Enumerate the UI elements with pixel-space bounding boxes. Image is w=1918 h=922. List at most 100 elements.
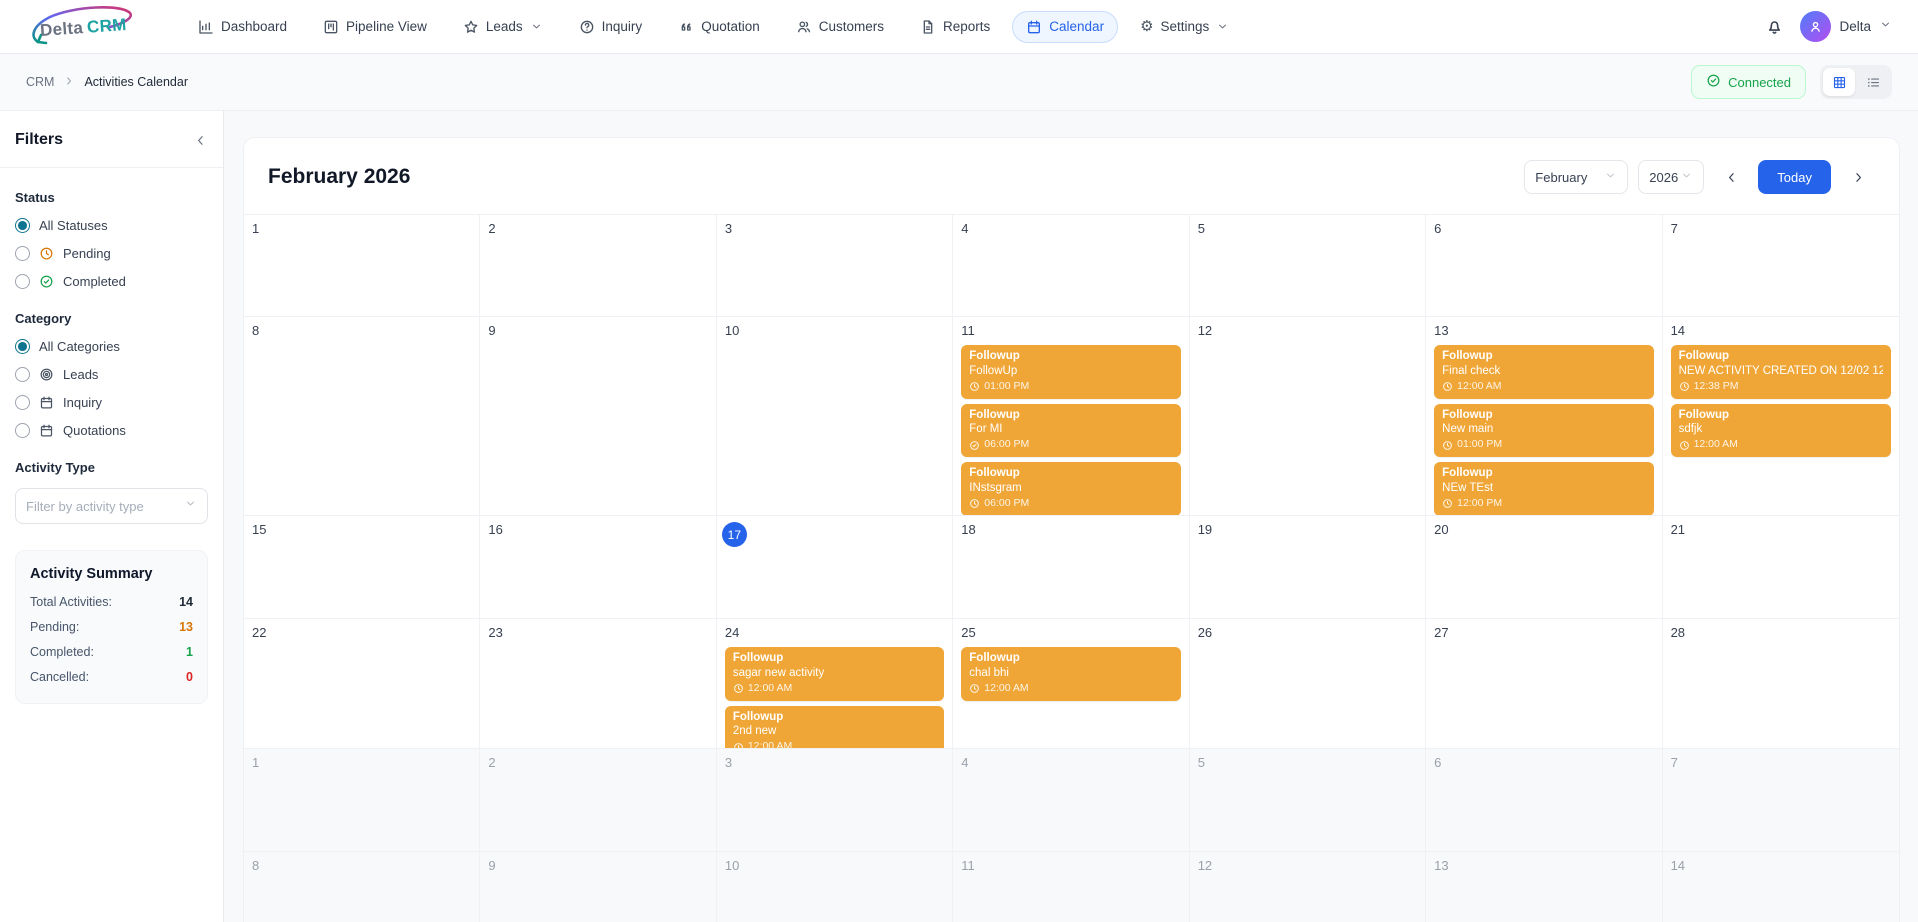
day-cell-23[interactable]: 23 [480, 619, 717, 749]
day-cell-26[interactable]: 26 [1189, 619, 1427, 749]
calendar-event[interactable]: Followup NEW ACTIVITY CREATED ON 12/02 12… [1670, 345, 1891, 399]
nav-item-inquiry[interactable]: Inquiry [565, 11, 657, 43]
list-view-button[interactable] [1857, 68, 1889, 96]
today-button[interactable]: Today [1758, 160, 1831, 194]
filter-option-quotations[interactable]: Quotations [15, 423, 208, 438]
user-menu[interactable]: Delta [1800, 11, 1892, 42]
day-cell-9[interactable]: 9 [480, 317, 717, 516]
day-cell-5-next[interactable]: 5 [1189, 749, 1427, 852]
date-number: 20 [1434, 522, 1449, 537]
day-cell-13[interactable]: 13 Followup Final check 12:00 AM Followup New… [1426, 317, 1663, 516]
grid-view-button[interactable] [1823, 68, 1855, 96]
day-cell-11-next[interactable]: 11 [953, 852, 1190, 922]
day-cell-19[interactable]: 19 [1189, 516, 1427, 619]
day-cell-6-next[interactable]: 6 [1426, 749, 1663, 852]
day-cell-2-next[interactable]: 2 [480, 749, 717, 852]
nav-item-quotation[interactable]: Quotation [664, 11, 774, 43]
day-cell-27[interactable]: 27 [1426, 619, 1663, 749]
nav-right: Delta [1765, 11, 1892, 42]
filter-option-all-categories[interactable]: All Categories [15, 339, 208, 354]
calendar-event[interactable]: Followup chal bhi 12:00 AM [961, 647, 1181, 701]
help-circle-icon [580, 20, 593, 33]
radio-button [15, 395, 30, 410]
day-cell-10[interactable]: 10 [716, 317, 954, 516]
day-cell-11[interactable]: 11 Followup FollowUp 01:00 PM Followup For MI… [953, 317, 1190, 516]
filter-option-leads[interactable]: Leads [15, 367, 208, 382]
day-cell-8-next[interactable]: 8 [244, 852, 481, 922]
nav-item-customers[interactable]: Customers [782, 11, 898, 43]
day-cell-9-next[interactable]: 9 [480, 852, 717, 922]
calendar-icon [1028, 20, 1041, 33]
day-cell-24[interactable]: 24 Followup sagar new activity 12:00 AM Foll… [716, 619, 954, 749]
day-cell-20[interactable]: 20 [1426, 516, 1663, 619]
day-cell-3[interactable]: 3 [716, 215, 954, 317]
radio-button [15, 367, 30, 382]
day-cell-10-next[interactable]: 10 [716, 852, 954, 922]
day-cell-3-next[interactable]: 3 [716, 749, 954, 852]
day-cell-13-next[interactable]: 13 [1426, 852, 1663, 922]
filter-option-pending[interactable]: Pending [15, 246, 208, 261]
nav-item-settings[interactable]: ⚙ Settings [1126, 11, 1243, 42]
day-cell-1[interactable]: 1 [244, 215, 481, 317]
kanban-icon [324, 20, 338, 33]
target-icon [40, 368, 53, 381]
filters-sidebar: Filters Status All Statuses Pending Comple… [0, 111, 224, 922]
filter-option-inquiry[interactable]: Inquiry [15, 395, 208, 410]
clock-icon [970, 684, 980, 694]
collapse-sidebar-button[interactable] [193, 133, 208, 148]
day-cell-8[interactable]: 8 [244, 317, 481, 516]
next-month-button[interactable] [1841, 160, 1875, 194]
category-options: All Categories Leads Inquiry Quotations [15, 339, 208, 438]
nav-item-leads[interactable]: Leads [449, 11, 557, 43]
day-cell-14[interactable]: 14 Followup NEW ACTIVITY CREATED ON 12/02 … [1662, 317, 1899, 516]
day-cell-16[interactable]: 16 [480, 516, 717, 619]
date-number: 12 [1197, 858, 1213, 873]
day-cell-7-next[interactable]: 7 [1662, 749, 1899, 852]
breadcrumb-root[interactable]: CRM [26, 75, 55, 89]
month-select[interactable]: February [1524, 160, 1629, 194]
day-cell-14-next[interactable]: 14 [1662, 852, 1899, 922]
filter-option-completed[interactable]: Completed [15, 274, 208, 289]
day-cell-4-next[interactable]: 4 [953, 749, 1190, 852]
calendar-icon [40, 396, 53, 409]
calendar-event[interactable]: Followup NEw TEst 12:00 PM [1434, 462, 1654, 515]
radio-button [15, 339, 30, 354]
day-cell-5[interactable]: 5 [1189, 215, 1427, 317]
calendar-event[interactable]: Followup FollowUp 01:00 PM [961, 345, 1181, 399]
nav-item-reports[interactable]: Reports [906, 11, 1004, 43]
day-cell-12[interactable]: 12 [1189, 317, 1427, 516]
day-cell-21[interactable]: 21 [1662, 516, 1899, 619]
calendar-event[interactable]: Followup sagar new activity 12:00 AM [724, 647, 945, 701]
day-cell-15[interactable]: 15 [244, 516, 481, 619]
notifications-button[interactable] [1765, 17, 1784, 36]
date-number: 2 [488, 221, 496, 236]
day-cell-18[interactable]: 18 [953, 516, 1190, 619]
radio-button [15, 423, 30, 438]
day-cell-25[interactable]: 25 Followup chal bhi 12:00 AM [953, 619, 1190, 749]
day-cell-17[interactable]: 17 [716, 516, 954, 619]
nav-item-dashboard[interactable]: Dashboard [184, 11, 301, 43]
day-cell-6[interactable]: 6 [1426, 215, 1663, 317]
calendar-event[interactable]: Followup sdfjk 12:00 AM [1670, 403, 1891, 458]
day-cell-28[interactable]: 28 [1662, 619, 1899, 749]
clock-icon [1443, 382, 1453, 392]
calendar-event[interactable]: Followup INstsgram 06:00 PM [961, 462, 1181, 515]
prev-month-button[interactable] [1714, 160, 1748, 194]
day-cell-2[interactable]: 2 [480, 215, 717, 317]
day-cell-22[interactable]: 22 [244, 619, 481, 749]
day-cell-4[interactable]: 4 [953, 215, 1190, 317]
activity-type-select[interactable]: Filter by activity type [15, 488, 208, 524]
calendar-event[interactable]: Followup New main 01:00 PM [1434, 403, 1654, 458]
day-cell-12-next[interactable]: 12 [1189, 852, 1427, 922]
calendar-event[interactable]: Followup Final check 12:00 AM [1434, 345, 1654, 399]
year-select[interactable]: 2026 [1638, 160, 1705, 194]
calendar-event[interactable]: Followup 2nd new 12:00 AM [724, 705, 945, 748]
nav-item-pipeline-view[interactable]: Pipeline View [309, 11, 441, 43]
filter-option-all-statuses[interactable]: All Statuses [15, 218, 208, 233]
date-number: 11 [961, 323, 975, 338]
app-logo[interactable]: Delta CRM [26, 4, 144, 50]
nav-item-calendar[interactable]: Calendar [1012, 10, 1119, 43]
day-cell-1-next[interactable]: 1 [244, 749, 481, 852]
day-cell-7[interactable]: 7 [1662, 215, 1899, 317]
calendar-event[interactable]: Followup For MI 06:00 PM [961, 403, 1181, 458]
